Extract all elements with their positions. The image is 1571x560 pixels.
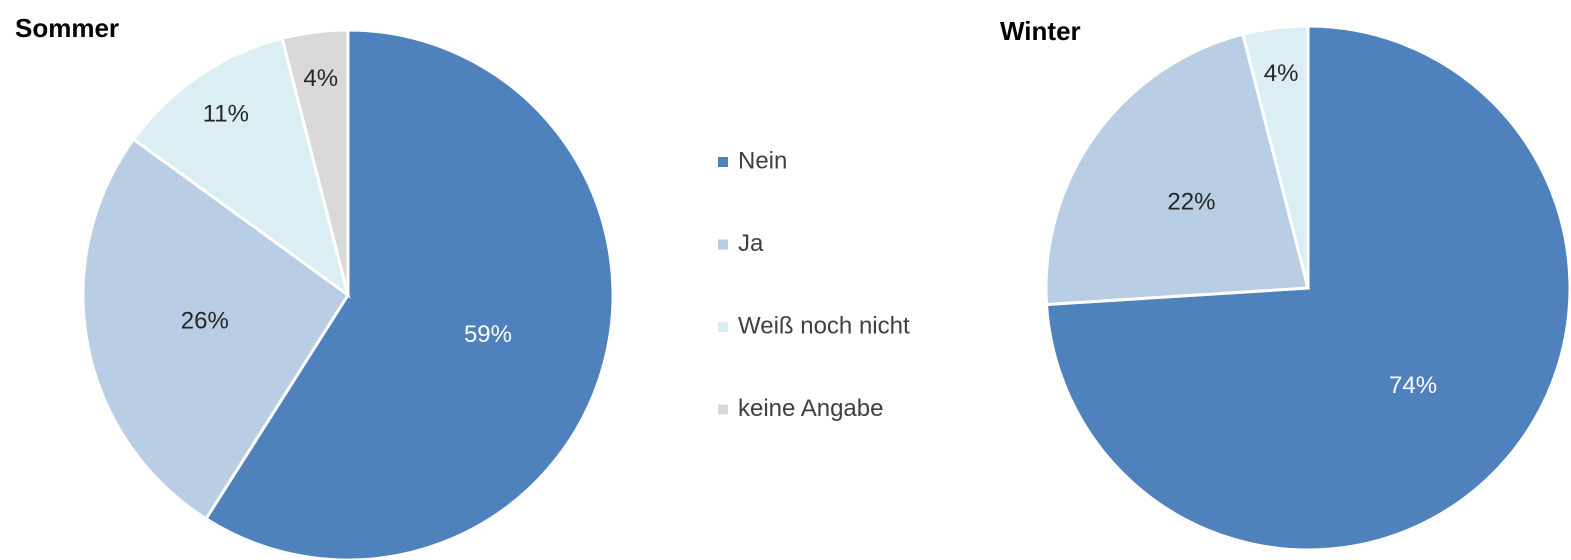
- legend-label: Ja: [738, 230, 764, 257]
- legend-label: Weiß noch nicht: [738, 312, 910, 339]
- legend-swatch: [718, 239, 728, 250]
- pie-slice: [81, 137, 351, 521]
- pie-slice: [1044, 32, 1310, 307]
- legend-swatch: [718, 322, 728, 332]
- data-label: 11%: [203, 101, 249, 128]
- legend-label: Nein: [738, 147, 787, 174]
- legend-swatch: [718, 404, 728, 415]
- chart-title: Sommer: [15, 13, 119, 43]
- pie-slice: [131, 36, 351, 299]
- chart-title: Winter: [1000, 16, 1081, 46]
- data-label: 4%: [303, 65, 338, 92]
- pie-slice: [280, 28, 350, 296]
- pie-slice: [1241, 24, 1310, 289]
- data-label: 22%: [1167, 189, 1215, 216]
- legend-swatch: [718, 157, 728, 167]
- data-label: 26%: [181, 308, 229, 335]
- data-label: 4%: [1264, 60, 1299, 87]
- data-label: 59%: [464, 321, 512, 348]
- data-label: 74%: [1389, 372, 1437, 399]
- legend-label: keine Angabe: [738, 395, 883, 422]
